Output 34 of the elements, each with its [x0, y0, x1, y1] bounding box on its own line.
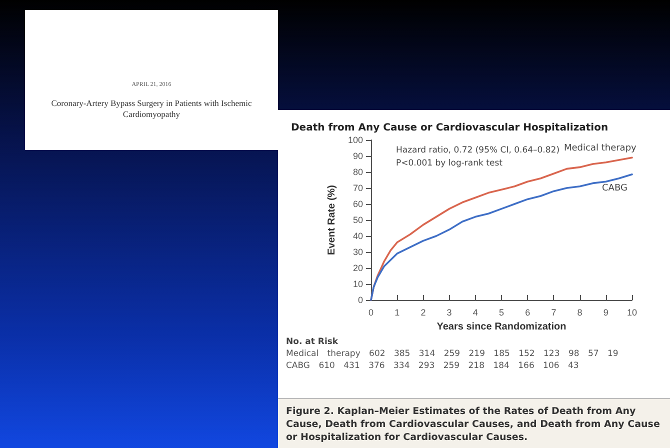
caption: Figure 2. Kaplan–Meier Estimates of the Rates of Death from Any Cause, Death from Cardiovascular Causes, and Death from Any Cause or Hospitalization for Cardiovascular Causes.	[278, 398, 670, 448]
y-tick-label: 20	[352, 263, 363, 273]
y-tick-label: 50	[352, 215, 363, 225]
text: Medical therapy 602 385 314 259 219 185 152 123 98 57 19	[286, 348, 620, 360]
x-tick-label: 5	[498, 308, 504, 318]
y-tick-label: 10	[352, 279, 363, 289]
y-tick-label: 60	[352, 199, 363, 209]
y-tick-label: 70	[352, 183, 363, 193]
y-tick-label: 0	[358, 295, 363, 305]
y-tick-label: 40	[352, 231, 363, 241]
chart-title: Death from Any Cause or Cardiovascular Hospitalization	[291, 122, 608, 134]
x-tick-label: 2	[420, 308, 426, 318]
series-label: Medical therapy	[564, 144, 638, 154]
annotation: P<0.001 by log-rank test	[396, 158, 504, 168]
x-tick-label: 7	[551, 308, 556, 318]
text: Coronary-Artery Bypass Surgery in Patients with Ischemic Cardiomyopathy	[50, 98, 253, 120]
text: No. at Risk	[286, 336, 340, 348]
y-tick-label: 90	[352, 151, 363, 161]
y-axis-title: Event Rate (%)	[326, 184, 338, 256]
series-label: CABG	[602, 183, 628, 194]
x-tick-label: 9	[603, 308, 608, 318]
x-tick-label: 4	[472, 308, 478, 318]
x-tick-label: 1	[394, 308, 400, 318]
text: CABG 610 431 376 334 293 259 218 184 166 106 43	[286, 360, 580, 372]
x-tick-label: 10	[626, 308, 638, 318]
x-tick-label: 6	[525, 308, 530, 318]
annotation: Hazard ratio, 0.72 (95% CI, 0.64–0.82)	[396, 146, 560, 156]
x-tick-label: 8	[577, 308, 582, 318]
y-tick-label: 30	[352, 247, 363, 257]
x-tick-label: 3	[446, 308, 452, 318]
x-tick-label: 0	[368, 308, 374, 318]
y-tick-label: 100	[348, 135, 363, 145]
x-axis-title: Years since Randomization	[436, 322, 566, 332]
y-tick-label: 80	[352, 167, 363, 177]
